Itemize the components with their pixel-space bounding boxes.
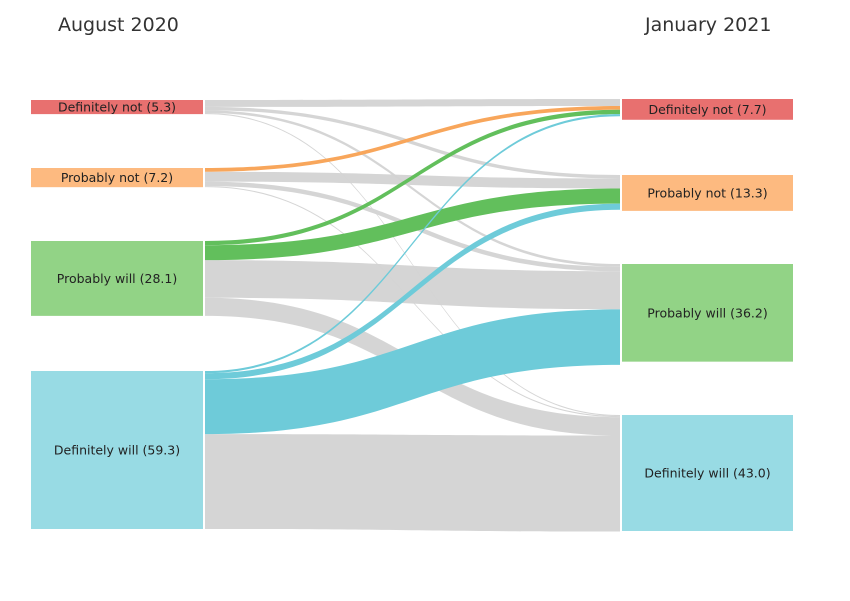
flow-definitely-not-to-probably-not bbox=[205, 106, 620, 179]
flow-probably-will-to-probably-will bbox=[205, 260, 620, 310]
flow-definitely-not-to-definitely-will bbox=[205, 113, 620, 417]
left-node-label-definitely-not: Definitely not (5.3) bbox=[58, 100, 176, 115]
flow-definitely-will-to-definitely-not bbox=[205, 114, 620, 374]
left-column-title: August 2020 bbox=[58, 14, 179, 36]
flow-probably-not-to-definitely-not bbox=[205, 106, 620, 172]
right-node-label-definitely-will: Definitely will (43.0) bbox=[644, 466, 770, 481]
right-node-definitely-not bbox=[622, 99, 793, 120]
flow-probably-will-to-probably-not bbox=[205, 188, 620, 261]
right-node-label-definitely-not: Definitely not (7.7) bbox=[648, 102, 766, 117]
left-node-label-probably-will: Probably will (28.1) bbox=[57, 271, 177, 286]
flows-layer bbox=[205, 99, 620, 532]
flow-definitely-will-to-probably-will bbox=[205, 309, 620, 435]
flow-probably-will-to-definitely-not bbox=[205, 109, 620, 246]
flow-definitely-will-to-probably-not bbox=[205, 203, 620, 380]
left-node-definitely-not bbox=[31, 100, 203, 115]
right-column-title: January 2021 bbox=[645, 14, 772, 36]
left-node-probably-not bbox=[31, 168, 203, 188]
right-node-probably-will bbox=[622, 264, 793, 362]
left-node-label-definitely-will: Definitely will (59.3) bbox=[54, 443, 180, 458]
right-node-label-probably-not: Probably not (13.3) bbox=[647, 185, 767, 200]
left-node-probably-will bbox=[31, 241, 203, 316]
flow-definitely-not-to-probably-will bbox=[205, 110, 620, 267]
nodes-layer: Definitely not (5.3) Probably not (7.2) Pr… bbox=[31, 99, 793, 531]
flow-probably-not-to-probably-not bbox=[205, 171, 620, 189]
left-node-definitely-will bbox=[31, 371, 203, 529]
right-node-probably-not bbox=[622, 175, 793, 211]
flow-definitely-will-to-definitely-will bbox=[205, 434, 620, 532]
right-node-label-probably-will: Probably will (36.2) bbox=[647, 305, 767, 320]
flow-definitely-not-to-definitely-not bbox=[205, 99, 620, 107]
right-node-definitely-will bbox=[622, 415, 793, 531]
left-node-label-probably-not: Probably not (7.2) bbox=[61, 170, 173, 185]
